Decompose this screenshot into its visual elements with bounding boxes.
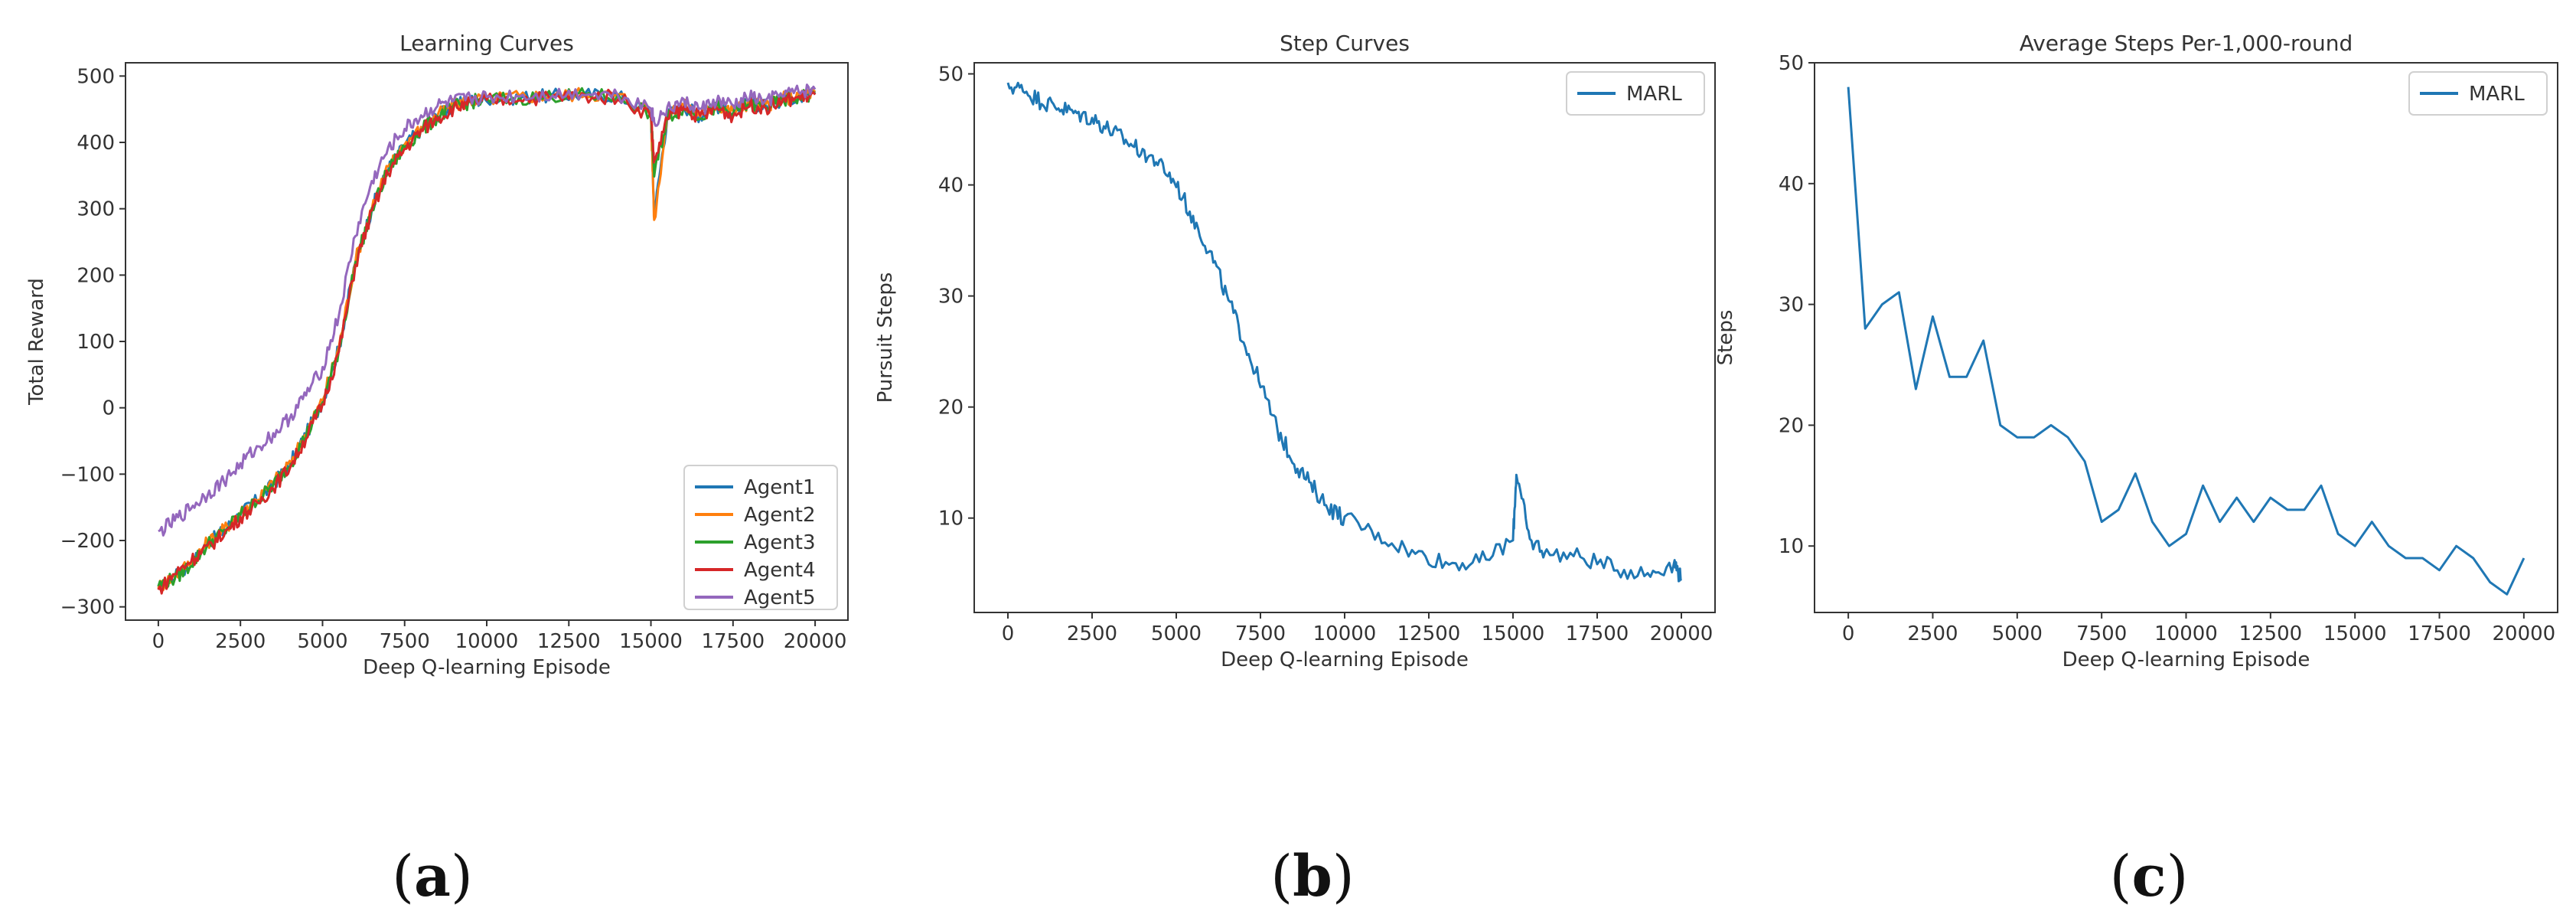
- legend-entry: Agent4: [744, 559, 816, 582]
- y-axis-label: Pursuit Steps: [874, 273, 897, 403]
- chart-title: Average Steps Per-1,000-round: [2020, 31, 2353, 56]
- y-tick-label: 30: [938, 286, 964, 309]
- x-tick-label: 7500: [1235, 622, 1286, 645]
- series-line-agent5: [158, 83, 817, 537]
- x-tick-label: 5000: [1992, 622, 2043, 645]
- chart-c: Average Steps Per-1,000-round 0 2500 5000 75…: [1714, 31, 2558, 910]
- x-tick-label: 10000: [455, 630, 519, 653]
- y-tick-label: 300: [77, 198, 115, 221]
- x-tick-label: 0: [1002, 622, 1015, 645]
- x-tick-label: 7500: [2076, 622, 2127, 645]
- legend-entry: Agent1: [744, 476, 816, 499]
- x-tick-label: 0: [1842, 622, 1855, 645]
- x-tick-label: 2500: [1067, 622, 1117, 645]
- x-tick-label: 5000: [297, 630, 347, 653]
- plot-frame: [973, 62, 1716, 613]
- y-tick-label: 20: [938, 397, 964, 420]
- legend-entry: Agent5: [744, 586, 816, 609]
- x-tick-label: 12500: [537, 630, 601, 653]
- y-tick-label: 400: [77, 132, 115, 155]
- x-tick-label: 2500: [1907, 622, 1958, 645]
- x-axis-label: Deep Q-learning Episode: [2062, 648, 2310, 671]
- x-tick-label: 10000: [1313, 622, 1377, 645]
- x-tick-label: 20000: [1650, 622, 1714, 645]
- y-tick-label: 200: [77, 264, 115, 287]
- x-axis-label: Deep Q-learning Episode: [363, 656, 611, 679]
- series-line-marl: [1847, 87, 2525, 596]
- y-tick-label: 0: [102, 397, 115, 420]
- y-tick-label: 50: [938, 64, 964, 87]
- legend-entry: Agent2: [744, 504, 816, 527]
- y-tick-label: 40: [1779, 173, 1804, 196]
- legend-entry: MARL: [2469, 83, 2525, 106]
- y-tick-label: 20: [1779, 414, 1804, 437]
- legend-box: [683, 465, 838, 610]
- series-line-agent4: [157, 88, 817, 595]
- y-axis-label: Total Reward: [25, 278, 48, 406]
- chart-title: Step Curves: [1280, 31, 1410, 56]
- subfigure-caption: (c): [2110, 844, 2189, 910]
- x-tick-label: 12500: [2239, 622, 2302, 645]
- x-tick-label: 15000: [2323, 622, 2387, 645]
- chart-title: Learning Curves: [399, 31, 574, 56]
- x-tick-label: 5000: [1151, 622, 1202, 645]
- y-tick-label: 30: [1779, 294, 1804, 317]
- legend-entry: MARL: [1626, 83, 1682, 106]
- x-axis-label: Deep Q-learning Episode: [1221, 648, 1469, 671]
- x-tick-label: 17500: [1566, 622, 1629, 645]
- chart-b: Step Curves 0 2500 5000 7500 10000 12500 15000 1…: [874, 31, 1716, 910]
- y-tick-label: −300: [60, 596, 115, 619]
- series-line-marl: [1006, 81, 1682, 583]
- subfigure-caption: (b): [1270, 844, 1355, 910]
- subfigure-caption: (a): [392, 844, 473, 910]
- y-tick-label: 10: [1779, 535, 1804, 558]
- y-tick-label: −200: [60, 530, 115, 553]
- legend-entry: Agent3: [744, 531, 816, 554]
- y-axis-label: Steps: [1714, 310, 1737, 366]
- x-tick-label: 20000: [2493, 622, 2556, 645]
- y-tick-label: 500: [77, 65, 115, 88]
- x-tick-label: 17500: [701, 630, 765, 653]
- x-tick-label: 20000: [784, 630, 847, 653]
- x-tick-label: 7500: [380, 630, 430, 653]
- x-tick-label: 2500: [215, 630, 266, 653]
- x-tick-label: 10000: [2154, 622, 2218, 645]
- y-tick-label: 40: [938, 175, 964, 198]
- legend-box: [2408, 71, 2548, 116]
- x-tick-label: 0: [152, 630, 165, 653]
- y-tick-label: −100: [60, 463, 115, 486]
- legend-box: [1566, 71, 1705, 116]
- x-tick-label: 15000: [619, 630, 683, 653]
- x-tick-label: 17500: [2408, 622, 2471, 645]
- x-tick-label: 12500: [1397, 622, 1461, 645]
- y-tick-label: 50: [1779, 52, 1804, 75]
- y-tick-label: 100: [77, 331, 115, 354]
- x-tick-label: 15000: [1482, 622, 1545, 645]
- y-tick-label: 10: [938, 508, 964, 531]
- plot-frame: [1814, 62, 2558, 613]
